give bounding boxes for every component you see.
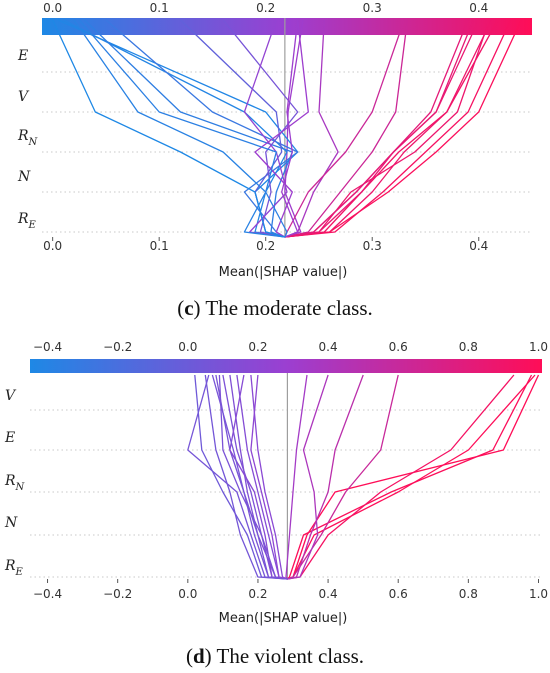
x-tick-label: 0.0 — [43, 239, 62, 253]
feature-label: RE — [4, 558, 24, 578]
colorbar-tick-label: 0.1 — [150, 1, 169, 15]
decision-line — [211, 374, 288, 580]
caption-d: (d) The violent class. — [185, 644, 365, 668]
caption-letter: c — [184, 296, 194, 320]
colorbar-tick-label: 1.0 — [529, 340, 548, 354]
x-tick-label: 0.1 — [150, 239, 169, 253]
x-tick-label: 0.2 — [256, 239, 275, 253]
decision-line — [287, 374, 540, 580]
decision-line — [284, 19, 469, 238]
decision-line — [250, 374, 288, 580]
decision-line — [84, 19, 293, 238]
decision-line — [287, 374, 515, 580]
decision-line — [105, 19, 299, 238]
x-tick-label: 0.4 — [469, 239, 488, 253]
decision-lines — [187, 374, 540, 580]
feature-labels: E V RN N RE — [17, 48, 39, 231]
colorbar-tick-label: 0.0 — [178, 340, 197, 354]
colorbar-tick-label: 0.6 — [389, 340, 408, 354]
decision-line — [287, 374, 329, 580]
decision-lines — [52, 19, 522, 238]
decision-line — [281, 19, 299, 238]
decision-line — [284, 19, 409, 238]
decision-line — [73, 19, 285, 238]
decision-line — [243, 19, 288, 238]
colorbar-tick-label: 0.3 — [363, 1, 382, 15]
colorbar-tick-labels: −0.4 −0.2 0.0 0.2 0.4 0.6 0.8 1.0 — [33, 340, 548, 354]
colorbar-tick-label: 0.0 — [43, 1, 62, 15]
feature-label: RN — [17, 128, 39, 148]
feature-gridlines — [30, 409, 542, 578]
decision-line — [284, 19, 499, 238]
x-tick-label: 0.6 — [389, 587, 408, 601]
feature-label: RN — [4, 473, 26, 493]
caption-text: The moderate class. — [200, 296, 373, 320]
decision-line — [52, 19, 286, 238]
caption-text: The violent class. — [211, 644, 365, 668]
decision-line — [222, 19, 299, 238]
decision-line — [287, 374, 536, 580]
decision-line — [284, 19, 304, 238]
feature-label: N — [4, 515, 18, 531]
decision-line — [284, 19, 480, 238]
x-tick-label: −0.2 — [103, 587, 132, 601]
feature-label: E — [4, 430, 15, 446]
decision-line — [284, 19, 475, 238]
colorbar-tick-label: −0.4 — [33, 340, 62, 354]
feature-label: E — [17, 48, 28, 64]
colorbar-tick-label: 0.4 — [469, 1, 488, 15]
feature-label: V — [18, 89, 30, 105]
x-tick-label: 0.2 — [248, 587, 267, 601]
decision-line — [78, 19, 288, 238]
colorbar-tick-labels: 0.0 0.1 0.2 0.3 0.4 — [43, 1, 488, 15]
colorbar-tick-label: 0.8 — [459, 340, 478, 354]
decision-line — [284, 19, 491, 238]
x-tick-label: 1.0 — [529, 587, 548, 601]
decision-line — [284, 19, 512, 238]
colorbar-tick-label: 0.2 — [256, 1, 275, 15]
feature-labels: V E RN N RE — [4, 388, 26, 578]
feature-label: V — [5, 388, 17, 404]
feature-label: RE — [17, 211, 37, 231]
decision-line — [285, 374, 308, 580]
x-tick-label: 0.8 — [459, 587, 478, 601]
decision-line — [180, 19, 286, 238]
x-axis-title: Mean(|SHAP value|) — [219, 611, 348, 626]
x-tick-label: 0.3 — [363, 239, 382, 253]
decision-line — [204, 374, 288, 580]
x-tick-label: 0.0 — [178, 587, 197, 601]
colorbar-tick-label: 0.2 — [248, 340, 267, 354]
colorbar — [42, 18, 532, 35]
colorbar — [30, 359, 542, 373]
x-axis: −0.4 −0.2 0.0 0.2 0.4 0.6 0.8 1.0 — [33, 579, 548, 601]
x-axis-title: Mean(|SHAP value|) — [219, 265, 348, 280]
feature-label: N — [17, 169, 31, 185]
caption-c: (c) The moderate class. — [177, 296, 373, 320]
caption-letter: d — [192, 644, 205, 668]
x-tick-label: 0.4 — [319, 587, 338, 601]
x-axis: 0.0 0.1 0.2 0.3 0.4 — [43, 237, 488, 253]
decision-line — [254, 19, 309, 238]
decision-line — [286, 374, 533, 580]
decision-line — [250, 374, 288, 580]
colorbar-tick-label: −0.2 — [103, 340, 132, 354]
x-tick-label: −0.4 — [33, 587, 62, 601]
decision-line — [287, 374, 399, 580]
colorbar-tick-label: 0.4 — [319, 340, 338, 354]
